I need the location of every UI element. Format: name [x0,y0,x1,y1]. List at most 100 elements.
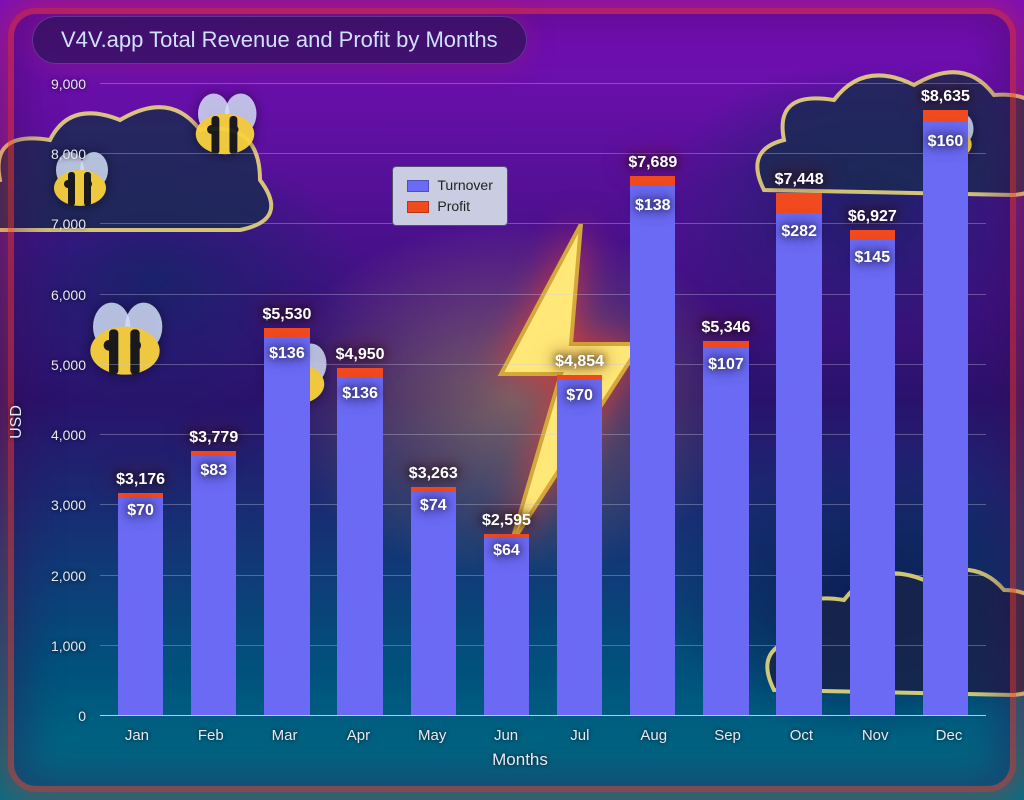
y-axis-label: USD [8,405,26,439]
x-tick-label: Apr [321,727,395,744]
bar-profit-label: $70 [566,387,593,405]
bar-total-label: $6,927 [848,208,897,226]
bar-segment-turnover [776,213,821,716]
legend: Turnover Profit [392,166,508,226]
bar-stack: $136 [264,328,309,716]
bar-stack: $136 [337,368,382,716]
x-tick-label: Jan [100,727,174,744]
x-tick-label: Oct [764,727,838,744]
x-tick-label: Feb [174,727,248,744]
bar-segment-turnover [630,186,675,716]
legend-swatch-profit [407,201,429,213]
bar-segment-profit [923,110,968,121]
bar-stack: $160 [923,110,968,716]
bar-profit-label: $70 [127,502,154,520]
bar-stack: $70 [118,493,163,716]
bar-dec: $8,635 $160 [909,84,982,716]
legend-item-profit: Profit [407,196,493,217]
bar-total-label: $7,448 [775,171,824,189]
x-tick-label: May [395,727,469,744]
bar-segment-turnover [850,240,895,716]
x-tick-label: Mar [248,727,322,744]
bar-profit-label: $282 [781,223,817,241]
bars-container: $3,176 $70 $3,779 $83 $5,530 $136 $4,950 $136 $3… [100,84,986,716]
chart-title: V4V.app Total Revenue and Profit by Mont… [32,16,527,64]
bar-nov: $6,927 $145 [836,84,909,716]
bar-profit-label: $83 [200,462,227,480]
legend-swatch-turnover [407,180,429,192]
bar-profit-label: $160 [928,133,964,151]
bar-segment-profit [776,193,821,213]
legend-label-turnover: Turnover [437,175,493,196]
bar-profit-label: $107 [708,356,744,374]
bar-segment-turnover [118,498,163,716]
bar-segment-turnover [191,456,236,716]
bar-stack: $107 [703,341,748,716]
bar-segment-turnover [411,492,456,716]
y-tick-label: 0 [78,708,86,724]
bar-apr: $4,950 $136 [324,84,397,716]
bar-mar: $5,530 $136 [250,84,323,716]
bar-oct: $7,448 $282 [763,84,836,716]
bar-segment-profit [703,341,748,349]
bar-stack: $64 [484,534,529,716]
bar-profit-label: $138 [635,197,671,215]
bar-stack: $74 [411,487,456,716]
bar-segment-turnover [484,538,529,716]
x-axis-label: Months [492,750,548,770]
y-tick-label: 7,000 [51,216,86,232]
x-tick-label: Aug [617,727,691,744]
x-tick-label: Jun [469,727,543,744]
y-tick-label: 2,000 [51,568,86,584]
bar-segment-turnover [264,337,309,716]
legend-item-turnover: Turnover [407,175,493,196]
bar-stack: $70 [557,375,602,716]
bar-profit-label: $136 [342,385,378,403]
bar-segment-turnover [923,121,968,716]
bar-profit-label: $64 [493,542,520,560]
y-tick-label: 9,000 [51,76,86,92]
y-tick-label: 4,000 [51,427,86,443]
bar-stack: $83 [191,451,236,716]
bar-total-label: $2,595 [482,512,531,530]
bar-profit-label: $136 [269,345,305,363]
bar-jul: $4,854 $70 [543,84,616,716]
bar-total-label: $3,779 [189,429,238,447]
bar-segment-turnover [557,380,602,716]
bar-profit-label: $145 [855,249,891,267]
revenue-profit-chart: USD 01,0002,0003,0004,0005,0006,0007,000… [46,72,994,772]
bar-jan: $3,176 $70 [104,84,177,716]
bar-total-label: $5,346 [701,319,750,337]
bar-total-label: $5,530 [262,306,311,324]
bar-aug: $7,689 $138 [616,84,689,716]
bar-segment-profit [264,328,309,338]
x-tick-label: Jul [543,727,617,744]
x-tick-label: Dec [912,727,986,744]
bar-total-label: $8,635 [921,88,970,106]
bar-total-label: $3,176 [116,471,165,489]
bar-total-label: $4,950 [336,346,385,364]
x-axis-ticks: JanFebMarAprMayJunJulAugSepOctNovDec [100,727,986,744]
bar-total-label: $3,263 [409,465,458,483]
bar-sep: $5,346 $107 [689,84,762,716]
bar-segment-turnover [337,378,382,716]
bar-segment-profit [337,368,382,378]
bar-stack: $138 [630,176,675,716]
y-tick-label: 6,000 [51,287,86,303]
bar-profit-label: $74 [420,497,447,515]
bar-total-label: $4,854 [555,353,604,371]
y-tick-label: 3,000 [51,497,86,513]
y-tick-label: 5,000 [51,357,86,373]
bar-segment-profit [850,230,895,240]
x-axis-line [100,715,986,716]
legend-label-profit: Profit [437,196,470,217]
plot-area: 01,0002,0003,0004,0005,0006,0007,0008,00… [100,84,986,716]
bar-total-label: $7,689 [628,154,677,172]
bar-segment-turnover [703,348,748,716]
y-tick-label: 8,000 [51,146,86,162]
bar-stack: $145 [850,230,895,716]
bar-stack: $282 [776,193,821,716]
bar-segment-profit [630,176,675,186]
x-tick-label: Sep [691,727,765,744]
bar-feb: $3,779 $83 [177,84,250,716]
